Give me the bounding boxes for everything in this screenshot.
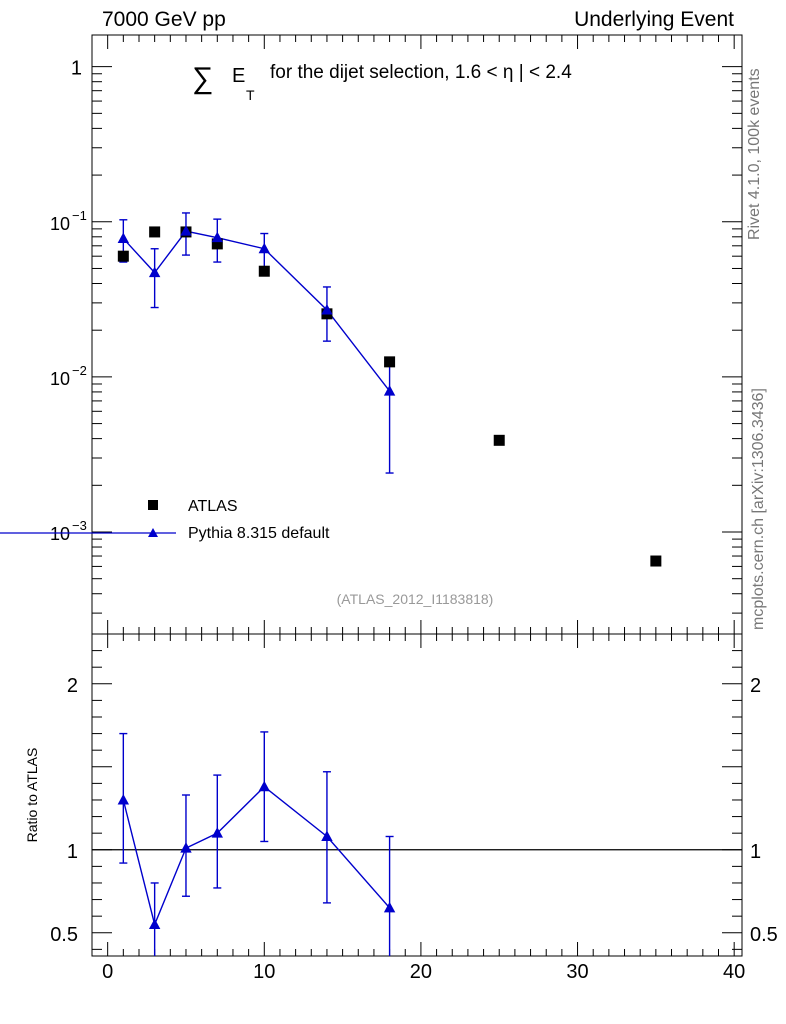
header-left: 7000 GeV pp xyxy=(102,8,226,31)
atlas-point xyxy=(258,265,270,277)
chart-title: ∑ E T for the dijet selection, 1.6 < η |… xyxy=(192,62,572,105)
pythia-point xyxy=(180,225,192,236)
pythia-line xyxy=(122,230,391,392)
title-sum-symbol: ∑ xyxy=(192,62,213,95)
x-tick-label: 10 xyxy=(253,961,275,983)
main-axis-ticks xyxy=(92,35,742,634)
title-subscript: T xyxy=(246,87,255,103)
legend: ATLAS Pythia 8.315 default xyxy=(0,498,330,542)
y-tick-label: 10 xyxy=(50,214,70,234)
atlas-point xyxy=(149,226,161,238)
y-tick-exponent: −3 xyxy=(72,518,87,533)
ratio-point xyxy=(148,918,161,929)
ratio-ylabel: Ratio to ATLAS xyxy=(24,748,40,843)
atlas-point xyxy=(650,555,662,567)
header-right: Underlying Event xyxy=(574,8,734,31)
ratio-y-tick-label: 0.5 xyxy=(50,924,78,946)
y-tick-exponent: −2 xyxy=(72,363,87,378)
ratio-point xyxy=(383,901,396,913)
y-tick-exponent: −1 xyxy=(72,208,87,223)
main-series-layer xyxy=(117,212,662,567)
atlas-point xyxy=(211,238,223,250)
title-e: E xyxy=(232,65,245,87)
ratio-y-tick-label: 1 xyxy=(67,841,78,863)
pythia-point xyxy=(211,231,224,243)
y-tick-label: 10 xyxy=(50,524,70,544)
title-text: for the dijet selection, 1.6 < xyxy=(270,62,498,83)
pythia-point xyxy=(258,242,270,254)
legend-pythia-marker xyxy=(148,528,158,537)
ratio-point xyxy=(321,830,333,841)
pythia-point xyxy=(148,266,161,278)
legend-atlas-label: ATLAS xyxy=(188,498,238,515)
pythia-point xyxy=(117,232,130,244)
mcplots-label: mcplots.cern.ch [arXiv:1306.3436] xyxy=(750,388,767,630)
ratio-point xyxy=(211,827,224,838)
analysis-tag: (ATLAS_2012_I1183818) xyxy=(337,591,494,607)
ratio-plot-frame xyxy=(91,633,743,957)
title-tail: | < 2.4 xyxy=(519,62,572,83)
x-tick-label: 40 xyxy=(723,961,745,983)
ratio-series-layer xyxy=(92,731,742,956)
ratio-y-tick-label-right: 1 xyxy=(750,841,761,863)
y-tick-label: 10 xyxy=(50,369,70,389)
atlas-point xyxy=(493,434,505,446)
x-tick-label: 20 xyxy=(410,961,432,983)
x-tick-label: 0 xyxy=(102,961,113,983)
atlas-point xyxy=(384,356,396,368)
ratio-point xyxy=(180,842,192,853)
atlas-point xyxy=(117,250,129,262)
ratio-point xyxy=(117,793,130,805)
y-tick-label: 1 xyxy=(71,58,82,80)
ratio-line xyxy=(122,785,391,927)
pythia-point xyxy=(383,385,396,396)
ratio-point xyxy=(258,780,270,792)
main-plot-frame xyxy=(91,34,743,635)
rivet-label: Rivet 4.1.0, 100k events xyxy=(746,68,763,240)
ratio-y-tick-label-right: 0.5 xyxy=(750,924,778,946)
legend-atlas-marker xyxy=(148,500,158,510)
ratio-y-tick-label: 2 xyxy=(67,675,78,697)
ratio-y-tick-label-right: 2 xyxy=(750,675,761,697)
x-tick-label: 30 xyxy=(566,961,588,983)
title-eta: η xyxy=(503,62,514,83)
pythia-point xyxy=(321,303,333,315)
legend-pythia-label: Pythia 8.315 default xyxy=(188,525,330,542)
